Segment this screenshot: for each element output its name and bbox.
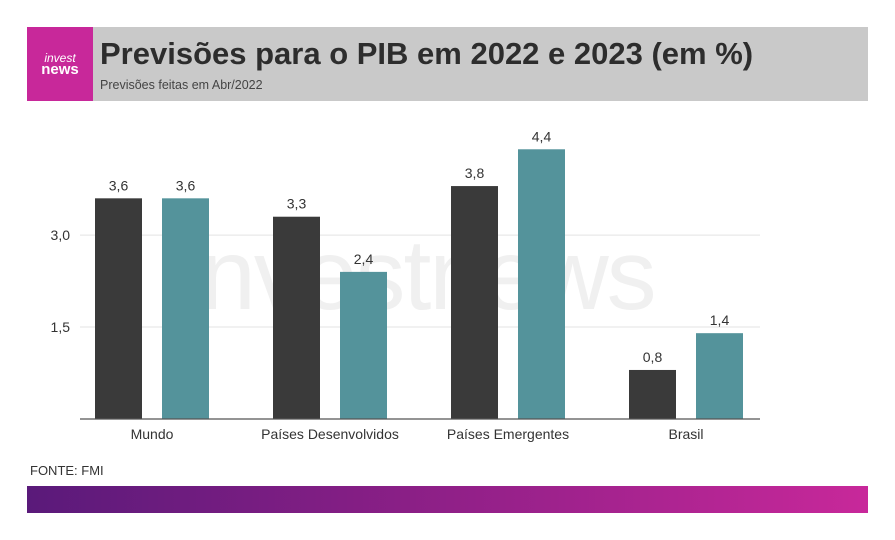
y-tick-label: 1,5 (51, 319, 71, 335)
bar (340, 271, 387, 419)
x-category-label: Países Emergentes (447, 426, 569, 442)
x-category-label: Mundo (131, 426, 174, 442)
bar (273, 216, 320, 419)
watermark: investnews (180, 219, 657, 331)
x-category-label: Países Desenvolvidos (261, 426, 399, 442)
investnews-logo: invest news (27, 27, 93, 101)
chart-title: Previsões para o PIB em 2022 e 2023 (em … (100, 36, 754, 71)
data-label: 3,8 (465, 165, 485, 181)
data-label: 1,4 (710, 312, 730, 328)
data-label: 3,6 (109, 177, 129, 193)
x-category-label: Brasil (668, 426, 703, 442)
chart-subtitle: Previsões feitas em Abr/2022 (100, 78, 263, 92)
y-tick-label: 3,0 (51, 227, 71, 243)
data-label: 2,4 (354, 251, 374, 267)
data-label: 4,4 (532, 128, 552, 144)
data-label: 3,6 (176, 177, 196, 193)
bar (451, 186, 498, 419)
logo-text-invest: invest (44, 50, 76, 65)
bar (518, 149, 565, 419)
bar (95, 198, 142, 419)
bar (629, 369, 676, 419)
logo-text-news: news (41, 60, 79, 78)
bar (696, 333, 743, 419)
data-label: 3,3 (287, 196, 307, 212)
brand-gradient-bar (27, 486, 868, 513)
source-note: FONTE: FMI (30, 463, 104, 478)
bar (162, 198, 209, 419)
chart-header: invest news Previsões para o PIB em 2022… (27, 27, 868, 101)
bar-chart: 1,5 3,0 3,6 3,6 Mundo 3,3 2,4 Países Desenvolvi… (51, 128, 760, 442)
data-label: 0,8 (643, 349, 663, 365)
